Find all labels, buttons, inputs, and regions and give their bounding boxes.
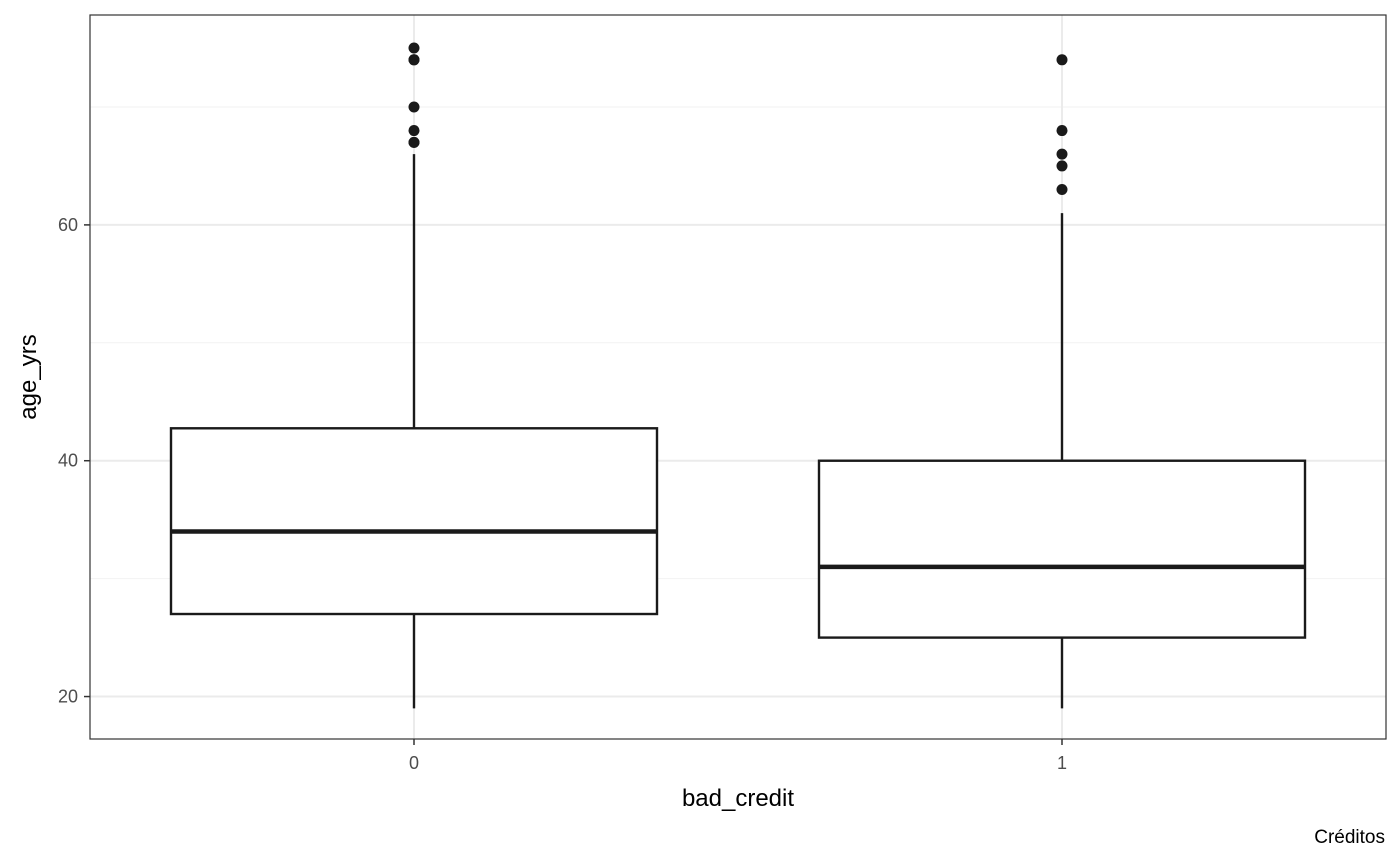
box-layer [169,42,1307,709]
outlier-point [408,54,420,66]
outlier-point [1056,184,1068,196]
panel-border [89,14,1387,740]
axis-layer: 20 40 60 0 1 [58,215,1067,773]
x-axis-title: bad_credit [682,785,794,812]
y-tick-label: 20 [58,687,78,707]
box-iqr [817,459,1307,639]
box-iqr [169,427,659,616]
outlier-point [1056,160,1068,172]
outlier-point [408,42,420,54]
outlier-point [1056,54,1068,66]
outlier-point [408,136,420,148]
x-tick-label: 0 [409,753,419,773]
box-group-1 [817,54,1307,709]
y-tick-label: 40 [58,451,78,471]
caption: Créditos [1314,827,1385,848]
y-tick-label: 60 [58,215,78,235]
box-group-0 [169,42,659,709]
outlier-point [1056,125,1068,137]
outlier-point [408,101,420,113]
outlier-point [408,125,420,137]
outlier-point [1056,148,1068,160]
x-tick-label: 1 [1057,753,1067,773]
y-axis-title: age_yrs [15,334,42,419]
